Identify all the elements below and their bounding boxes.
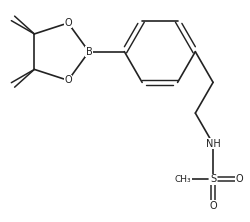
Text: S: S bbox=[209, 174, 215, 184]
Text: CH₃: CH₃ bbox=[174, 175, 190, 184]
Text: O: O bbox=[235, 174, 242, 184]
Text: B: B bbox=[85, 47, 92, 57]
Text: NH: NH bbox=[205, 139, 220, 149]
Text: O: O bbox=[208, 201, 216, 211]
Text: O: O bbox=[64, 75, 72, 85]
Text: O: O bbox=[64, 18, 72, 28]
